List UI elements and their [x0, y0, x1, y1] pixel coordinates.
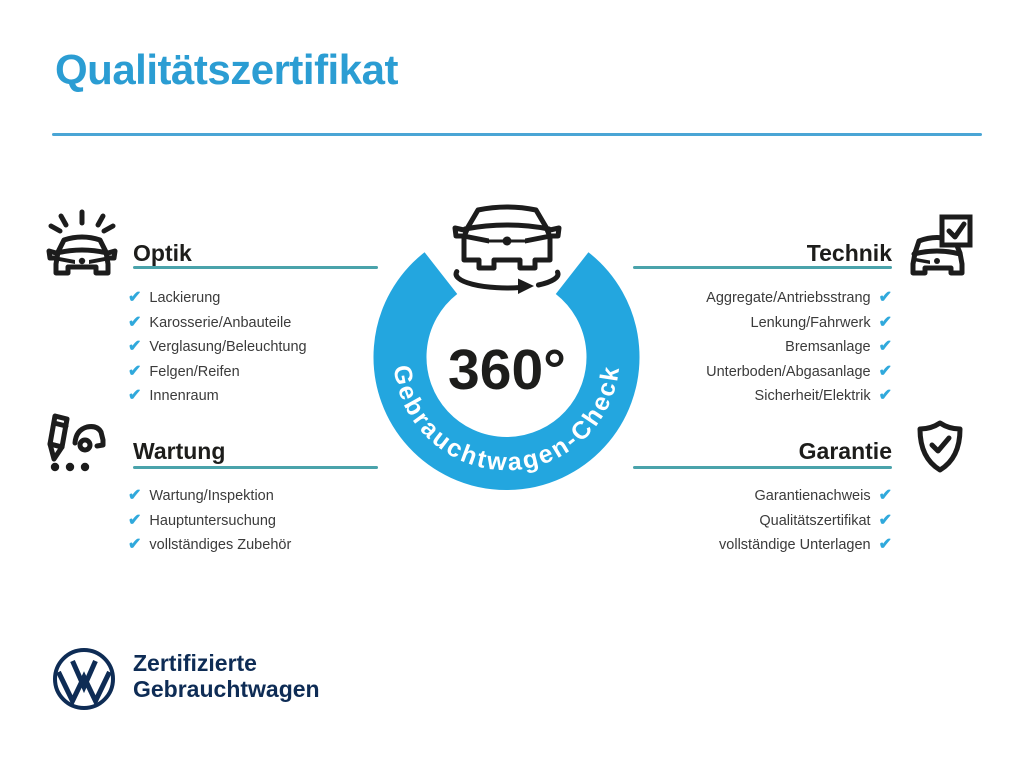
title-divider	[52, 133, 982, 136]
item-label: Wartung/Inspektion	[149, 488, 274, 505]
item-label: Sicherheit/Elektrik	[754, 388, 871, 405]
check-icon: ✔	[878, 362, 892, 380]
item-label: vollständige Unterlagen	[719, 537, 871, 554]
car-checkbox-icon	[910, 214, 973, 276]
optik-item-list: ✔ Lackierung ✔ Karosserie/Anbauteile ✔ Verg…	[128, 286, 307, 409]
check-icon: ✔	[878, 338, 892, 356]
item-label: Hauptuntersuchung	[149, 512, 276, 529]
item-label: Qualitätszertifikat	[759, 512, 871, 529]
badge-inner-circle	[424, 275, 589, 439]
brand-text: Zertifizierte Gebrauchtwagen	[133, 650, 320, 702]
check-icon: ✔	[878, 536, 892, 554]
item-label: Unterboden/Abgasanlage	[706, 363, 871, 380]
item-label: Innenraum	[149, 388, 219, 405]
check-icon: ✔	[878, 387, 892, 405]
list-item: Aggregate/Antriebsstrang ✔	[560, 286, 892, 311]
list-item: ✔ Felgen/Reifen	[128, 360, 307, 385]
check-icon: ✔	[128, 487, 142, 505]
list-item: ✔ Lackierung	[128, 286, 307, 311]
section-heading-garantie: Garantie	[798, 438, 892, 464]
technik-item-list: Aggregate/Antriebsstrang ✔ Lenkung/Fahrwe…	[560, 286, 892, 409]
list-item: ✔ Hauptuntersuchung	[128, 509, 291, 534]
section-rule-technik	[633, 266, 892, 269]
section-rule-garantie	[633, 466, 892, 469]
check-icon: ✔	[128, 387, 142, 405]
brand-line-1: Zertifizierte	[133, 650, 257, 676]
list-item: Qualitätszertifikat ✔	[560, 509, 892, 534]
list-item: vollständige Unterlagen ✔	[560, 533, 892, 558]
list-item: Lenkung/Fahrwerk ✔	[560, 311, 893, 336]
section-rule-optik	[133, 266, 378, 269]
item-label: Verglasung/Beleuchtung	[149, 339, 307, 356]
list-item: Bremsanlage ✔	[560, 335, 892, 360]
item-label: Felgen/Reifen	[149, 363, 240, 380]
wartung-item-list: ✔ Wartung/Inspektion ✔ Hauptuntersuchung ✔…	[128, 484, 291, 558]
list-item: ✔ Karosserie/Anbauteile	[128, 311, 307, 336]
check-icon: ✔	[878, 313, 892, 331]
check-icon: ✔	[128, 536, 142, 554]
item-label: Bremsanlage	[785, 339, 871, 356]
service-checklist-icon	[47, 413, 106, 472]
check-icon: ✔	[878, 487, 892, 505]
sparkle-car-icon	[46, 209, 118, 276]
item-label: Aggregate/Antriebsstrang	[706, 290, 871, 307]
item-label: Karosserie/Anbauteile	[149, 314, 292, 331]
360-degree-check-badge: Gebrauchtwagen-Check 360°	[373, 204, 640, 490]
check-icon: ✔	[878, 289, 892, 307]
item-label: vollständiges Zubehör	[149, 537, 292, 554]
list-item: ✔ Verglasung/Beleuchtung	[128, 335, 307, 360]
vw-logo	[53, 648, 115, 710]
check-icon: ✔	[128, 313, 142, 331]
page-title: Qualitätszertifikat	[55, 46, 398, 93]
check-icon: ✔	[128, 362, 142, 380]
list-item: Sicherheit/Elektrik ✔	[560, 384, 892, 409]
garantie-item-list: Garantienachweis ✔ Qualitätszertifikat ✔ v…	[560, 484, 892, 558]
degrees-label: 360°	[448, 338, 566, 402]
item-label: Lenkung/Fahrwerk	[750, 314, 871, 331]
rotating-car-icon	[452, 204, 562, 294]
section-rule-wartung	[133, 466, 378, 469]
list-item: Garantienachweis ✔	[560, 484, 892, 509]
list-item: ✔ Wartung/Inspektion	[128, 484, 291, 509]
shield-check-icon	[917, 420, 963, 473]
item-label: Lackierung	[149, 290, 221, 307]
check-icon: ✔	[128, 511, 142, 529]
section-heading-technik: Technik	[806, 240, 892, 266]
list-item: Unterboden/Abgasanlage ✔	[560, 360, 892, 385]
check-icon: ✔	[878, 511, 892, 529]
check-icon: ✔	[128, 289, 142, 307]
section-heading-wartung: Wartung	[133, 438, 226, 464]
list-item: ✔ vollständiges Zubehör	[128, 533, 291, 558]
section-heading-optik: Optik	[133, 240, 192, 266]
brand-line-2: Gebrauchtwagen	[133, 676, 320, 702]
list-item: ✔ Innenraum	[128, 384, 307, 409]
item-label: Garantienachweis	[754, 488, 871, 505]
badge-ring	[373, 252, 640, 490]
check-icon: ✔	[128, 338, 142, 356]
